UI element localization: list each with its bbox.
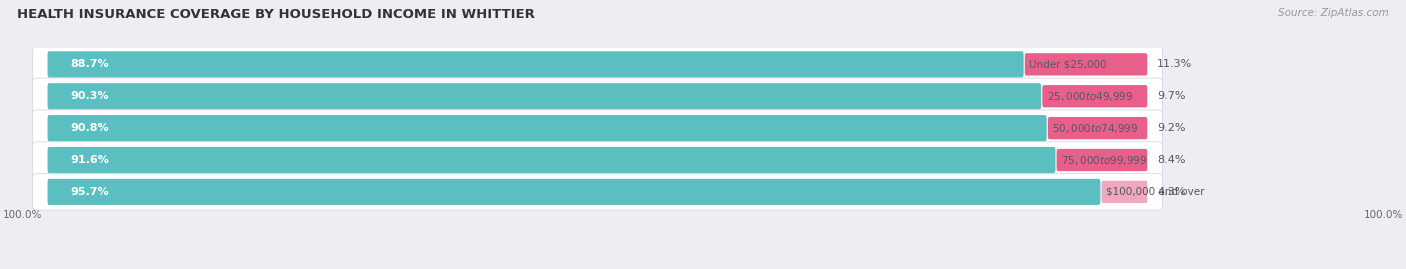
Text: HEALTH INSURANCE COVERAGE BY HOUSEHOLD INCOME IN WHITTIER: HEALTH INSURANCE COVERAGE BY HOUSEHOLD I… <box>17 8 534 21</box>
FancyBboxPatch shape <box>32 78 1163 114</box>
FancyBboxPatch shape <box>1047 117 1147 139</box>
Text: $50,000 to $74,999: $50,000 to $74,999 <box>1052 122 1139 134</box>
FancyBboxPatch shape <box>48 51 1024 77</box>
Text: 88.7%: 88.7% <box>70 59 108 69</box>
FancyBboxPatch shape <box>1056 149 1147 171</box>
FancyBboxPatch shape <box>48 179 1101 205</box>
Text: 11.3%: 11.3% <box>1157 59 1192 69</box>
FancyBboxPatch shape <box>48 115 1046 141</box>
Text: 90.8%: 90.8% <box>70 123 108 133</box>
FancyBboxPatch shape <box>32 174 1163 210</box>
FancyBboxPatch shape <box>48 147 1056 173</box>
FancyBboxPatch shape <box>1042 85 1147 107</box>
FancyBboxPatch shape <box>32 142 1163 178</box>
Text: 100.0%: 100.0% <box>3 210 42 220</box>
FancyBboxPatch shape <box>1025 53 1147 76</box>
Text: 9.2%: 9.2% <box>1157 123 1185 133</box>
Text: 91.6%: 91.6% <box>70 155 110 165</box>
Text: $25,000 to $49,999: $25,000 to $49,999 <box>1046 90 1133 103</box>
Text: 90.3%: 90.3% <box>70 91 108 101</box>
FancyBboxPatch shape <box>32 46 1163 83</box>
Text: $100,000 and over: $100,000 and over <box>1105 187 1205 197</box>
FancyBboxPatch shape <box>32 110 1163 146</box>
Text: 100.0%: 100.0% <box>1364 210 1403 220</box>
Text: 95.7%: 95.7% <box>70 187 108 197</box>
Text: 8.4%: 8.4% <box>1157 155 1185 165</box>
Text: 9.7%: 9.7% <box>1157 91 1185 101</box>
Text: $75,000 to $99,999: $75,000 to $99,999 <box>1060 154 1147 167</box>
FancyBboxPatch shape <box>48 83 1042 109</box>
Text: Under $25,000: Under $25,000 <box>1029 59 1107 69</box>
Text: Source: ZipAtlas.com: Source: ZipAtlas.com <box>1278 8 1389 18</box>
Text: 4.3%: 4.3% <box>1157 187 1185 197</box>
FancyBboxPatch shape <box>1101 181 1147 203</box>
